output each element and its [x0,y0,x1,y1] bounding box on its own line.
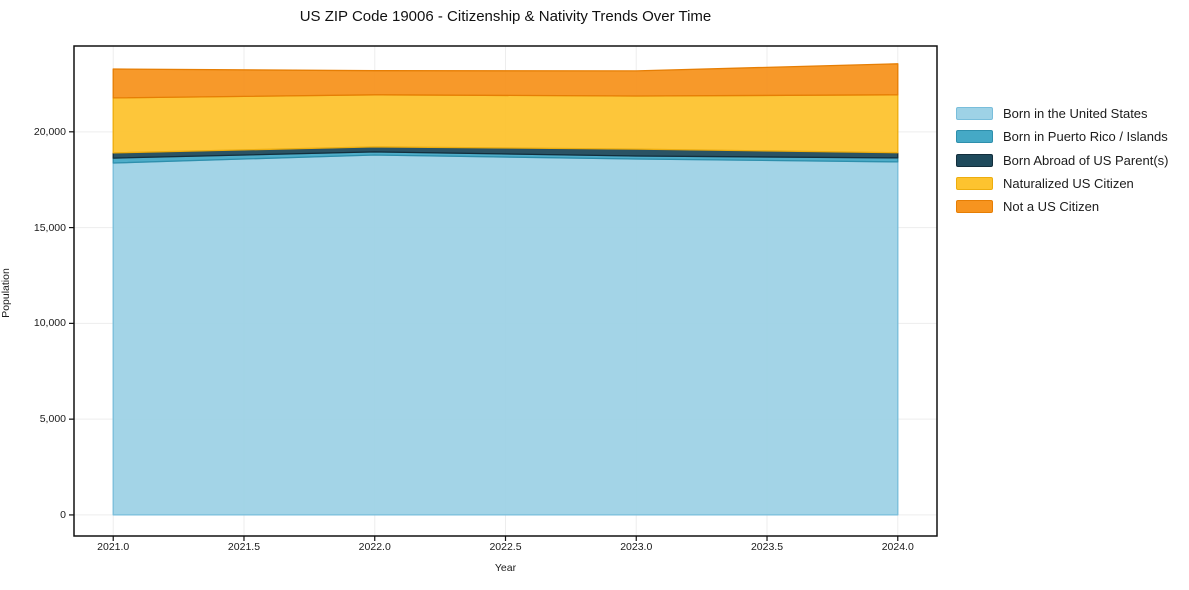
legend-label: Not a US Citizen [1003,199,1100,215]
legend-swatch-naturalized [956,177,993,191]
legend-item: Born in the United States [956,102,1168,125]
y-tick-label: 20,000 [33,125,66,138]
y-tick-label: 10,000 [33,317,66,330]
x-axis-label: Year [494,562,517,574]
legend-label: Born Abroad of US Parent(s) [1003,152,1169,168]
legend-label: Born in the United States [1003,106,1148,122]
chart-title: US ZIP Code 19006 - Citizenship & Nativi… [299,8,712,25]
x-tick-label: 2022.0 [358,541,391,553]
x-tick-label: 2021.5 [227,541,261,553]
area-series-3 [112,94,899,154]
legend-item: Born Abroad of US Parent(s) [956,149,1168,172]
y-tick-label: 0 [60,508,66,521]
legend-item: Naturalized US Citizen [956,172,1168,195]
x-tick-label: 2023.5 [750,541,784,553]
legend-item: Not a US Citizen [956,195,1168,218]
legend-item: Born in Puerto Rico / Islands [956,125,1168,148]
y-tick-label: 15,000 [33,221,66,234]
legend: Born in the United States Born in Puerto… [956,102,1168,218]
x-tick-label: 2024.0 [881,541,914,553]
area-series-0 [112,154,899,516]
legend-swatch-not-citizen [956,200,993,214]
legend-swatch-born-abroad [956,153,993,167]
x-tick-label: 2021.0 [97,541,130,553]
x-tick-label: 2022.5 [489,541,522,553]
x-tick-label: 2023.0 [620,541,653,553]
legend-swatch-born-pr [956,130,993,144]
legend-label: Born in Puerto Rico / Islands [1003,129,1168,145]
legend-swatch-born-us [956,107,993,121]
legend-label: Naturalized US Citizen [1003,176,1134,192]
area-series-4 [112,63,899,99]
y-tick-label: 5,000 [39,413,66,426]
